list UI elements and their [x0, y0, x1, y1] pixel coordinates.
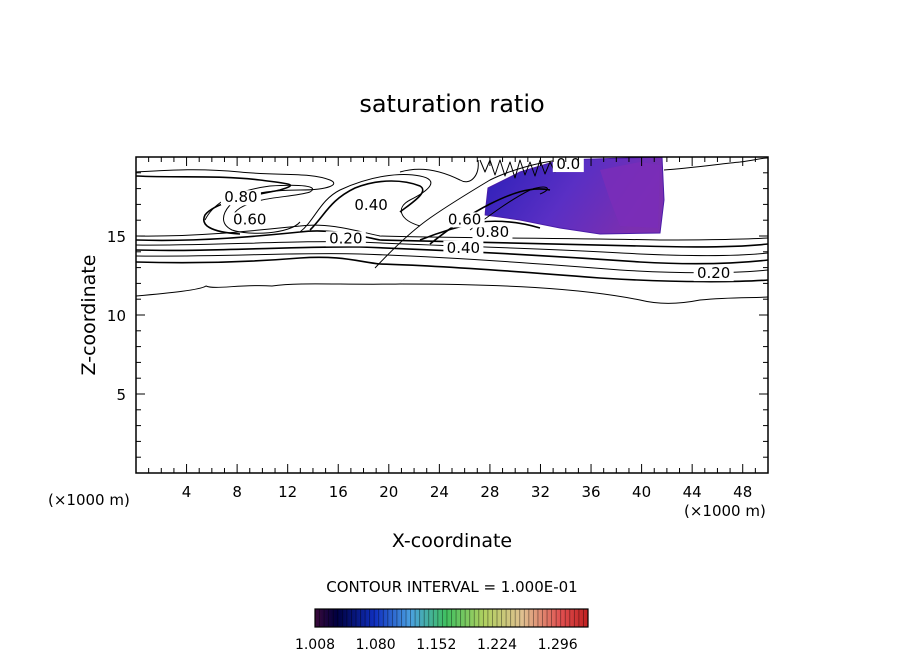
- x-tick-label: 44: [683, 483, 702, 501]
- x-axis-tick-labels: 4 8 12 16 20 24 28 32 36 40 44 48: [182, 483, 752, 501]
- contour-line: [309, 180, 424, 231]
- colorbar-gradient: [315, 609, 588, 627]
- x-tick-label: 28: [480, 483, 499, 501]
- contour-label: 0.20: [697, 264, 730, 282]
- x-axis-unit: (×1000 m): [684, 502, 766, 520]
- x-tick-label: 12: [278, 483, 297, 501]
- contour-line: [136, 175, 292, 235]
- contour-label: 0.0: [556, 155, 580, 173]
- y-axis-tick-labels: 5 10 15: [107, 228, 126, 404]
- contour-lines: [136, 157, 768, 304]
- y-tick-label: 15: [107, 228, 126, 246]
- contour-label-bg: [325, 231, 366, 247]
- y-tick-label: 5: [116, 386, 126, 404]
- contour-label-bg: [229, 212, 270, 228]
- colorbar-tick-label: 1.224: [477, 637, 517, 653]
- x-tick-label: 20: [379, 483, 398, 501]
- contour-line: [399, 159, 479, 183]
- colorbar-tick-label: 1.008: [295, 637, 335, 653]
- contour-label-bg: [443, 240, 484, 256]
- x-tick-label: 40: [632, 483, 651, 501]
- contour-interval-label: CONTOUR INTERVAL = 1.000E-01: [326, 578, 577, 596]
- x-axis-label: X-coordinate: [392, 530, 512, 552]
- contour-label: 0.60: [448, 210, 481, 228]
- colorbar-tick-label: 1.152: [416, 637, 456, 653]
- contour-field: [136, 157, 768, 304]
- contour-label-bg: [472, 225, 513, 240]
- contour-labels: 0.800.600.400.200.200.400.800.600.0: [220, 155, 734, 282]
- colorbar-tick-label: 1.296: [538, 637, 578, 653]
- x-tick-label: 48: [733, 483, 752, 501]
- x-tick-label: 24: [430, 483, 449, 501]
- contour-label: 0.80: [224, 188, 257, 206]
- contour-label-bg: [693, 266, 734, 282]
- contour-label: 0.40: [447, 239, 480, 257]
- contour-label-bg: [351, 198, 392, 214]
- x-tick-label: 36: [581, 483, 600, 501]
- contour-label-bg: [444, 212, 485, 228]
- colorbar-stripes: [319, 609, 584, 627]
- contour-line: [663, 157, 768, 171]
- colorbar: 1.008 1.080 1.152 1.224 1.296: [295, 608, 589, 653]
- x-tick-label: 16: [329, 483, 348, 501]
- supersaturation-core: [600, 162, 660, 228]
- y-axis-unit: (×1000 m): [48, 491, 130, 509]
- colorbar-frame: [314, 608, 589, 628]
- y-axis-ticks: [136, 172, 768, 458]
- colorbar-tick-labels: 1.008 1.080 1.152 1.224 1.296: [295, 637, 578, 653]
- y-axis-label: Z-coordinate: [78, 255, 100, 376]
- chart-title: saturation ratio: [359, 90, 544, 118]
- contour-label: 0.60: [233, 210, 266, 228]
- y-tick-label: 10: [107, 307, 126, 325]
- x-tick-label: 4: [182, 483, 192, 501]
- contour-label: 0.80: [476, 223, 509, 241]
- contour-line: [479, 159, 561, 179]
- x-axis-ticks: [148, 157, 756, 473]
- contour-line: [374, 159, 561, 269]
- contour-label: 0.20: [329, 229, 362, 247]
- contour-line: [136, 224, 768, 241]
- contour-label-bg: [220, 190, 261, 206]
- contour-line: [469, 186, 548, 231]
- x-tick-label: 8: [232, 483, 242, 501]
- contour-label-bg: [552, 157, 584, 173]
- contour-line: [136, 283, 768, 304]
- contour-line: [136, 169, 335, 234]
- x-tick-label: 32: [531, 483, 550, 501]
- contour-line: [136, 256, 768, 283]
- colorbar-tick-label: 1.080: [356, 637, 396, 653]
- contour-line: [299, 174, 432, 233]
- contour-label: 0.40: [354, 196, 387, 214]
